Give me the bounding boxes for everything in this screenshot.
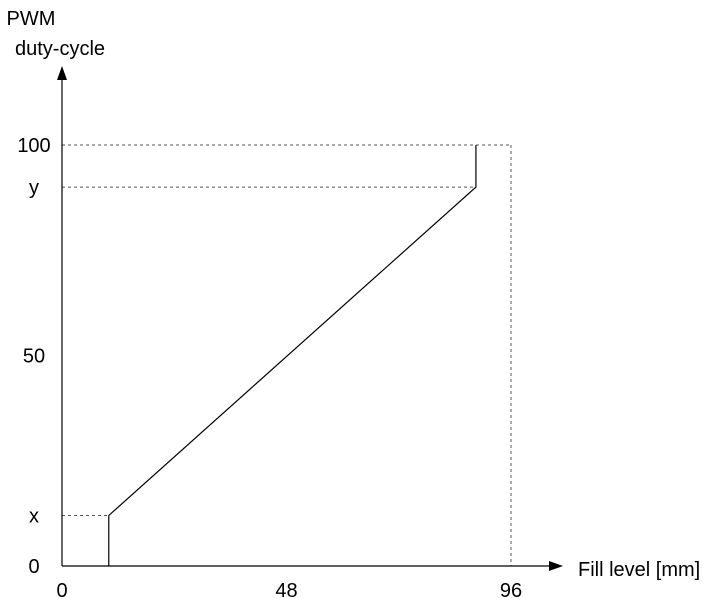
x-axis-label: Fill level [mm] [578,559,700,581]
y-axis-label-line-1: PWM [7,8,56,30]
x-tick-label-1: 48 [275,580,297,598]
x-axis-arrowhead [549,561,563,571]
axes [57,66,563,571]
y-tick-label-0: 0 [28,556,39,578]
y-tick-label-4: 100 [17,135,50,157]
x-tick-label-2: 96 [500,580,522,598]
series-line-0 [108,145,477,566]
y-axis-arrowhead [57,66,67,80]
y-tick-label-3: y [29,177,39,199]
reference-lines [62,144,512,566]
series [108,145,477,566]
x-tick-label-0: 0 [56,580,67,598]
y-tick-label-1: x [29,505,39,527]
y-axis-label-line-2: duty-cycle [15,38,105,60]
y-tick-label-2: 50 [23,346,45,368]
tick-labels: 0 48 96 0 x 50 y 100 [17,135,522,598]
